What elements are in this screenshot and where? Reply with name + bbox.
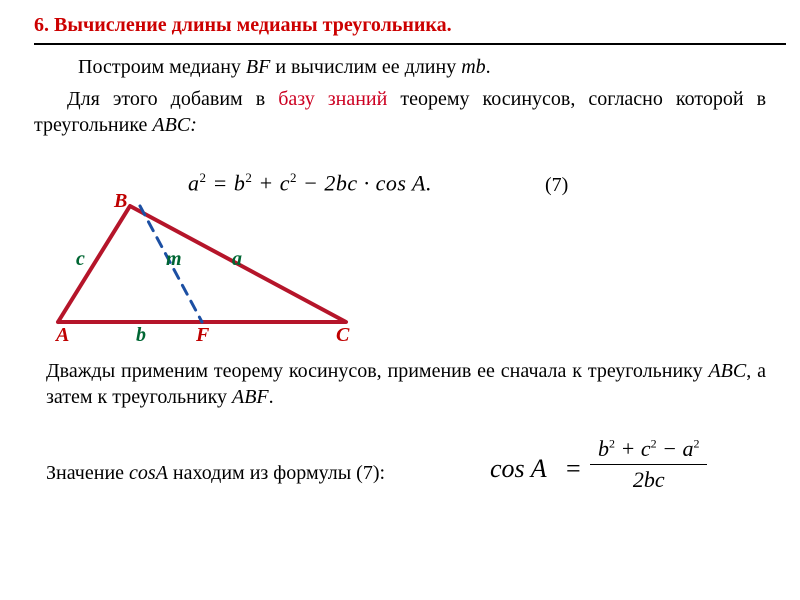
paragraph-apply-twice: Дважды применим теорему косинусов, приме… xyxy=(46,358,766,410)
p2-knowledge-base: базу знаний xyxy=(278,88,387,110)
label-vertex-C: C xyxy=(336,324,349,347)
formula-7-marker: (7) xyxy=(545,174,568,197)
sentence-cosA-value: Значение cosA находим из формулы (7): xyxy=(46,462,385,485)
triangle-diagram: A B C F c a b m xyxy=(58,196,388,346)
label-median-m: m xyxy=(166,248,182,271)
label-vertex-F: F xyxy=(196,324,209,347)
cosA-lhs: cos A xyxy=(490,454,547,484)
label-side-b: b xyxy=(136,324,146,347)
s4-t2: находим из формулы (7): xyxy=(168,462,385,484)
title-region: 6. Вычисление длины медианы треугольника… xyxy=(34,14,786,45)
sentence-construct-median: Построим медиану BF и вычислим ее длину … xyxy=(78,56,770,79)
triangle-edges xyxy=(58,206,346,322)
cosA-numerator: b2 + c2 − a2 xyxy=(590,436,707,465)
s4-cosA: cosA xyxy=(129,462,168,484)
s1-t3: . xyxy=(486,56,491,78)
s1-mb: mb xyxy=(461,56,485,78)
p3-abc: ABC xyxy=(708,360,746,382)
cosA-eq: = xyxy=(566,454,581,484)
label-vertex-A: A xyxy=(56,324,69,347)
slide: 6. Вычисление длины медианы треугольника… xyxy=(0,0,800,600)
slide-title: 6. Вычисление длины медианы треугольника… xyxy=(34,14,452,36)
label-side-c: c xyxy=(76,248,85,271)
formula-cosA: cos A = b2 + c2 − a2 2bc xyxy=(490,436,750,506)
paragraph-add-to-kb: Для этого добавим в базу знаний теорему … xyxy=(34,86,766,138)
p3-t1: Дважды применим теорему косинусов, приме… xyxy=(46,360,708,382)
p3-abf: ABF xyxy=(232,386,269,408)
cosA-fraction: b2 + c2 − a2 2bc xyxy=(590,436,707,493)
s1-t2: и вычислим ее длину xyxy=(270,56,461,78)
p2-abc: ABC: xyxy=(152,114,196,136)
title-underline: 6. Вычисление длины медианы треугольника… xyxy=(34,14,786,45)
p2-t1: Для этого добавим в xyxy=(67,88,278,110)
s1-t1: Построим медиану xyxy=(78,56,246,78)
p3-t3: . xyxy=(269,386,274,408)
s4-t1: Значение xyxy=(46,462,129,484)
s1-bf: BF xyxy=(246,56,270,78)
cosA-denominator: 2bc xyxy=(590,465,707,493)
formula-law-of-cosines: a2 = b2 + c2 − 2bc · cos A. xyxy=(188,170,432,196)
label-vertex-B: B xyxy=(114,190,127,213)
label-side-a: a xyxy=(232,248,242,271)
